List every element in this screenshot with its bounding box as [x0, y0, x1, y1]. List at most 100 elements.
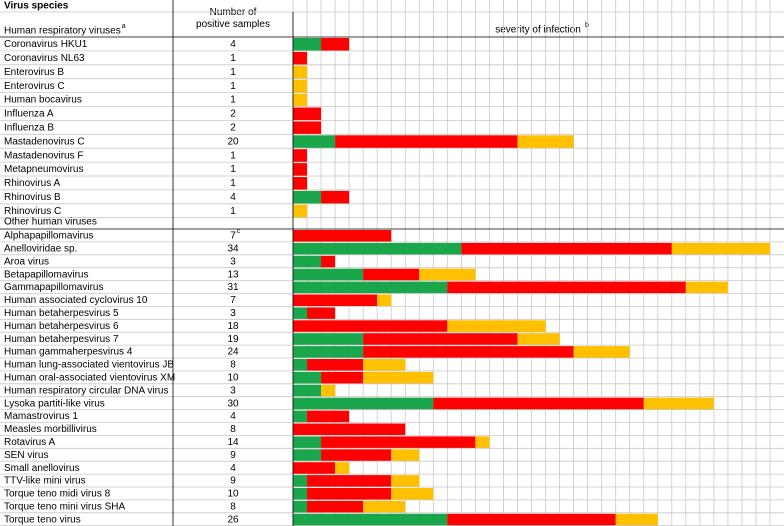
severity-segment: [293, 190, 322, 204]
virus-name: Mamastrovirus 1: [4, 411, 78, 422]
virus-name: Human gammaherpesvirus 4: [4, 347, 133, 358]
virus-name: Gammapapillomavirus: [4, 282, 103, 293]
sample-note: c: [237, 228, 241, 235]
sample-count: 1: [230, 206, 236, 217]
severity-segment: [685, 281, 728, 294]
sample-count: 10: [227, 489, 239, 500]
virus-name: Influenza A: [4, 109, 54, 120]
severity-segment: [377, 294, 392, 307]
virus-name: Human betaherpesvirus 6: [4, 321, 119, 332]
sample-count: 9: [230, 476, 236, 487]
severity-segment: [293, 268, 364, 281]
virus-name: Small anellovirus: [4, 463, 80, 474]
severity-segment: [293, 93, 308, 107]
severity-segment: [447, 320, 546, 333]
virus-name: Human respiratory circular DNA virus: [4, 385, 169, 396]
count-header: Number of positive samples: [196, 7, 270, 30]
sample-count: 18: [227, 321, 239, 332]
severity-segment: [307, 410, 350, 423]
severity-segment: [321, 190, 350, 204]
severity-segment: [321, 255, 336, 268]
severity-segment: [293, 371, 322, 384]
sample-count: 4: [230, 411, 236, 422]
severity-segment: [307, 500, 364, 513]
severity-segment: [475, 436, 490, 449]
severity-segment: [293, 65, 308, 79]
virus-name: Measles morbillivirus: [4, 424, 97, 435]
sample-count: 4: [230, 192, 236, 203]
sample-count: 3: [230, 256, 236, 267]
sample-count: 14: [227, 437, 239, 448]
severity-segment: [363, 346, 574, 358]
virus-name: Rhinovirus B: [4, 192, 61, 203]
sample-count: 9: [230, 450, 236, 461]
severity-segment: [293, 462, 336, 475]
severity-segment: [293, 107, 322, 121]
virus-name: SEN virus: [4, 450, 48, 461]
severity-segment: [391, 488, 434, 500]
sample-count: 1: [230, 150, 236, 161]
severity-segment: [321, 384, 336, 397]
sample-count: 19: [227, 334, 239, 345]
virus-name: Influenza B: [4, 122, 54, 133]
virus-name: Torque teno mini virus SHA: [4, 501, 125, 512]
sample-count: 13: [227, 269, 239, 280]
sample-count: 4: [230, 463, 236, 474]
severity-segment: [293, 121, 322, 135]
severity-segment: [293, 436, 322, 449]
virus-name: Coronavirus HKU1: [4, 39, 88, 50]
sample-count: 2: [230, 109, 236, 120]
severity-segment: [293, 294, 378, 307]
severity-segment: [293, 204, 308, 218]
virus-name: Rhinovirus C: [4, 206, 61, 217]
virus-name: Human oral-associated vientovirus XM: [4, 372, 175, 383]
severity-segment: [321, 371, 364, 384]
section-title: Human respiratory viruses: [4, 26, 121, 37]
severity-segment: [307, 359, 364, 371]
severity-segment: [293, 163, 308, 176]
severity-segment: [391, 475, 420, 487]
section-note: a: [122, 23, 126, 30]
virus-name: Torque teno midi virus 8: [4, 489, 111, 500]
severity-segment: [293, 333, 364, 346]
severity-segment: [335, 462, 350, 475]
sample-count: 1: [230, 67, 236, 78]
severity-segment: [293, 230, 392, 242]
virus-name: Human associated cyclovirus 10: [4, 295, 148, 306]
severity-segment: [307, 307, 336, 320]
severity-segment: [447, 513, 616, 526]
virus-name: Mastadenovirus F: [4, 150, 83, 161]
severity-segment: [293, 359, 308, 371]
severity-segment: [517, 333, 560, 346]
sample-count: 8: [230, 424, 236, 435]
severity-segment: [293, 500, 308, 513]
severity-segment: [363, 371, 434, 384]
virus-name: Aroa virus: [4, 256, 49, 267]
severity-segment: [321, 449, 392, 462]
severity-segment: [363, 268, 420, 281]
severity-segment: [293, 475, 308, 487]
sample-count: 26: [227, 514, 239, 525]
sample-count: 4: [230, 39, 236, 50]
severity-header: severity of infection: [495, 25, 581, 36]
virus-name: Human bocavirus: [4, 95, 82, 106]
sample-count: 34: [227, 243, 239, 254]
severity-segment: [363, 500, 406, 513]
severity-segment: [419, 268, 476, 281]
severity-segment: [643, 397, 714, 410]
severity-segment: [293, 423, 406, 436]
severity-segment: [517, 135, 574, 149]
virus-name: Enterovirus C: [4, 81, 65, 92]
severity-segment: [293, 307, 308, 320]
virus-name: Rhinovirus A: [4, 178, 60, 189]
severity-segment: [293, 488, 308, 500]
title: Virus species: [4, 1, 69, 12]
sample-count: 20: [227, 136, 239, 147]
severity-segment: [433, 397, 644, 410]
severity-segment: [293, 51, 308, 65]
severity-segment: [363, 359, 406, 371]
virus-name: Human betaherpesvirus 5: [4, 308, 119, 319]
sample-count: 1: [230, 178, 236, 189]
virus-name: Lysoka partiti-like virus: [4, 398, 105, 409]
